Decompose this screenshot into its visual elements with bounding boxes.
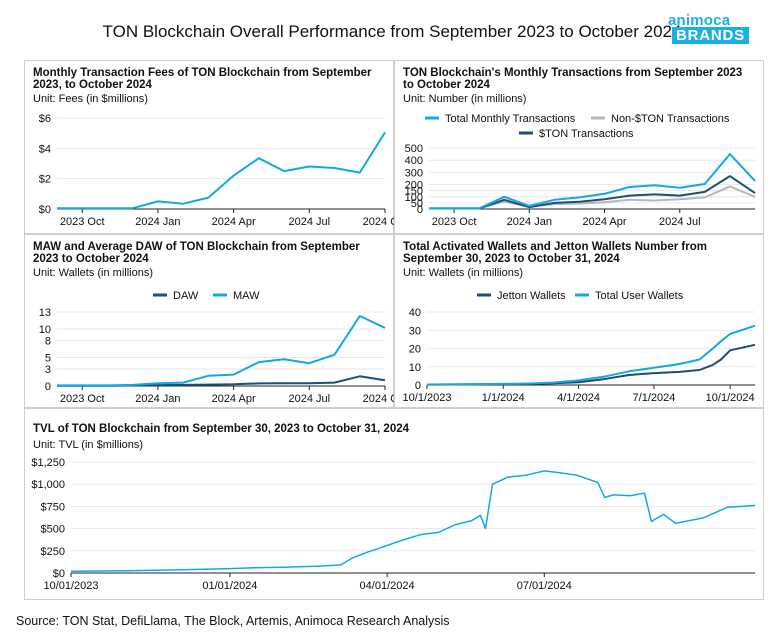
panel-wallets-title: Total Activated Wallets and Jetton Walle…	[403, 241, 707, 265]
y-tick-label: 5	[45, 353, 51, 365]
wallets-chart: 0 10 20 30 40 10/1/2023 1/1/2024 4/1/2024 7/1/20…	[403, 290, 756, 404]
x-tick-label: 2024 Jul	[289, 216, 331, 228]
series-line-maw	[57, 315, 386, 387]
y-tick-label: 300	[405, 167, 423, 179]
panel-tvl: TVL of TON Blockchain from September 30,…	[24, 408, 764, 600]
y-tick-label: 150	[405, 186, 423, 198]
x-tick-label: 2024 Jul	[289, 393, 331, 405]
y-tick-label: $6	[39, 113, 51, 125]
series-line-daw	[57, 375, 386, 387]
series-line-total-user-wallets	[426, 324, 756, 386]
fees-chart: $0 $2 $4 $6 2023 Oct 2024 Jan 2024 Apr 2024 Jul…	[39, 113, 408, 228]
x-tick-label: 4/1/2024	[557, 392, 600, 404]
x-tick-label: 10/1/2024	[706, 392, 755, 404]
y-tick-label: 40	[409, 307, 421, 319]
y-tick-label: $0	[53, 568, 65, 580]
logo-line2: BRANDS	[672, 27, 749, 44]
x-tick-label: 2024 Jan	[135, 216, 180, 228]
y-tick-label: $250	[41, 546, 65, 558]
x-tick-label: 10/1/2023	[403, 392, 452, 404]
panel-transactions-title: TON Blockchain's Monthly Transactions fr…	[403, 67, 743, 91]
x-tick-label: 2024 Apr	[212, 216, 256, 228]
x-tick-label: 2024 Apr	[583, 216, 627, 228]
y-tick-label: $750	[41, 501, 65, 513]
y-tick-label: 8	[45, 335, 51, 347]
panel-maw: MAW and Average DAW of TON Blockchain fr…	[24, 234, 408, 408]
x-tick-label: 2024 Jan	[135, 393, 180, 405]
panel-maw-title: MAW and Average DAW of TON Blockchain fr…	[33, 241, 360, 265]
panel-tvl-unit: Unit: TVL (in $millions)	[33, 439, 144, 451]
legend-label: $TON Transactions	[539, 128, 634, 140]
x-tick-label: 2024 Jul	[659, 216, 701, 228]
logo-line1: animoca	[668, 12, 731, 29]
y-tick-label: 13	[39, 307, 51, 319]
y-tick-label: $1,250	[31, 457, 65, 469]
y-tick-label: 50	[411, 198, 423, 210]
x-tick-label: 04/01/2024	[360, 580, 415, 592]
y-tick-label: 3	[45, 364, 51, 376]
y-tick-label: 0	[45, 381, 51, 393]
x-tick-label: 1/1/2024	[482, 392, 525, 404]
y-tick-label: 20	[409, 344, 421, 356]
legend-label: Total Monthly Transactions	[445, 113, 576, 125]
x-tick-label: 10/01/2023	[43, 580, 98, 592]
x-tick-label: 2024 Apr	[212, 393, 256, 405]
x-tick-label: 7/1/2024	[633, 392, 676, 404]
y-tick-label: 30	[409, 325, 421, 337]
legend-label: Non-$TON Transactions	[611, 113, 730, 125]
panel-wallets-unit: Unit: Wallets (in millions)	[403, 267, 524, 279]
panel-transactions: TON Blockchain's Monthly Transactions fr…	[394, 60, 764, 234]
x-tick-label: 2023 Oct	[60, 393, 105, 405]
y-tick-label: 0	[417, 204, 423, 216]
y-tick-label: 200	[405, 180, 423, 192]
panel-wallets: Total Activated Wallets and Jetton Walle…	[394, 234, 764, 408]
x-tick-label: 2023 Oct	[432, 216, 477, 228]
legend-label: Total User Wallets	[595, 290, 684, 302]
legend-label: Jetton Wallets	[497, 290, 566, 302]
source-note: Source: TON Stat, DefiLlama, The Block, …	[16, 614, 450, 628]
x-tick-label: 07/01/2024	[517, 580, 572, 592]
series-line-non-ton-transactions	[429, 185, 756, 210]
x-tick-label: 01/01/2024	[202, 580, 257, 592]
series-line-main	[70, 470, 756, 572]
maw-chart: 0 35 810 13 2023 Oct 2024 Jan 2024 Apr 2024 Jul…	[39, 290, 408, 405]
y-tick-label: 10	[39, 324, 51, 336]
y-tick-label: $0	[39, 204, 51, 216]
y-tick-label: 400	[405, 155, 423, 167]
y-tick-label: 100	[405, 192, 423, 204]
x-tick-label: 2024 Jan	[507, 216, 552, 228]
panel-tvl-title: TVL of TON Blockchain from September 30,…	[33, 423, 410, 435]
panel-transactions-unit: Unit: Number (in millions)	[403, 93, 527, 105]
animoca-logo: animoca BRANDS	[664, 10, 764, 50]
series-line-main	[57, 131, 386, 210]
legend-label: DAW	[173, 290, 199, 302]
y-tick-label: 500	[405, 143, 423, 155]
panel-fees: Monthly Transaction Fees of TON Blockcha…	[24, 60, 408, 234]
legend-label: MAW	[233, 290, 260, 302]
y-tick-label: $1,000	[31, 479, 65, 491]
main-title: TON Blockchain Overall Performance from …	[102, 22, 682, 41]
y-tick-label: $4	[39, 143, 51, 155]
panel-maw-unit: Unit: Wallets (in millions)	[33, 267, 154, 279]
tvl-chart: $0 $250 $500 $750 $1,000 $1,250 10/01/2023 01/0…	[31, 457, 756, 592]
panel-fees-title: Monthly Transaction Fees of TON Blockcha…	[33, 67, 372, 91]
y-tick-label: 0	[415, 380, 421, 392]
y-tick-label: $500	[41, 524, 65, 536]
series-line-total-monthly-transactions	[429, 153, 756, 210]
y-tick-label: 10	[409, 362, 421, 374]
panel-fees-unit: Unit: Fees (in $millions)	[33, 93, 148, 105]
y-tick-label: $2	[39, 174, 51, 186]
x-tick-label: 2023 Oct	[60, 216, 105, 228]
